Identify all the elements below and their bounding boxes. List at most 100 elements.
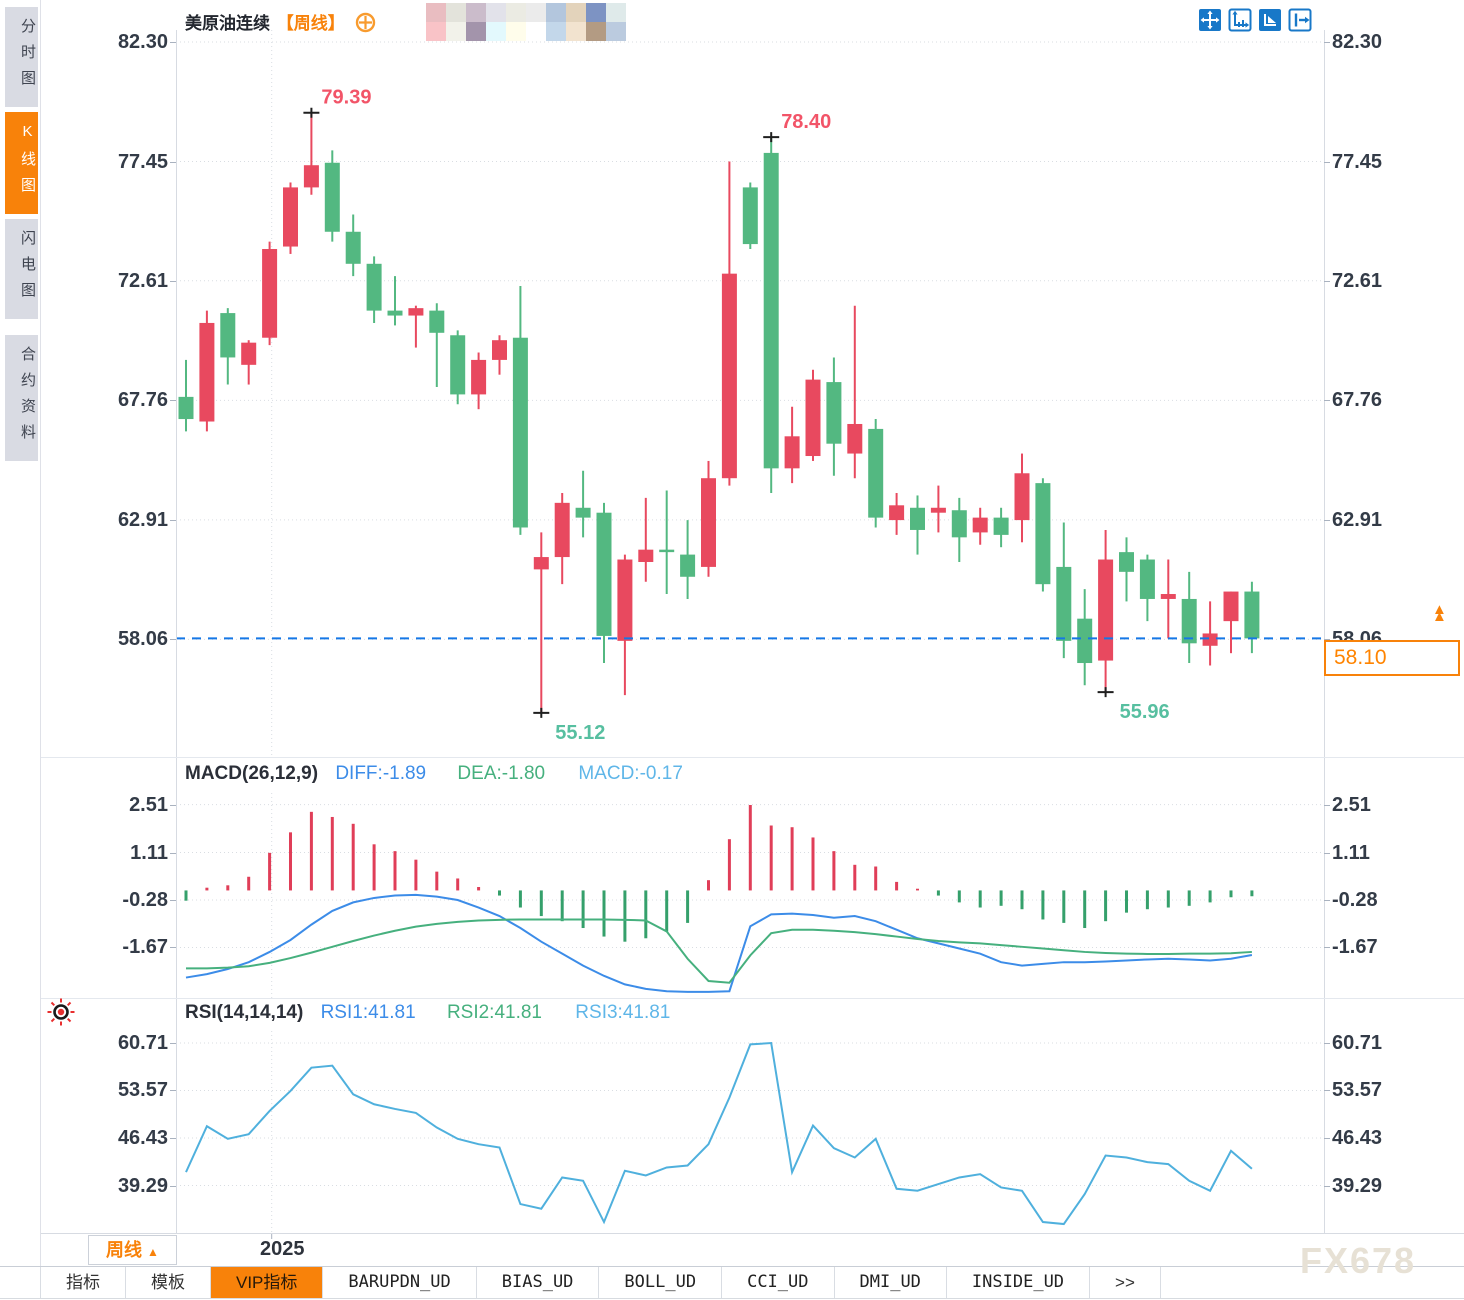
axis-tick	[1324, 804, 1330, 806]
tab-BOLL_UD[interactable]: BOLL_UD	[599, 1267, 723, 1298]
mosaic-cell	[486, 3, 506, 22]
x-axis-separator	[0, 1233, 1464, 1234]
rsi-panel	[185, 1042, 1253, 1226]
y-axis-label-left: 67.76	[117, 389, 168, 412]
price-annotation: 55.12	[555, 722, 605, 744]
tab-BIAS_UD[interactable]: BIAS_UD	[477, 1267, 600, 1298]
rsi-params: RSI(14,14,14)	[185, 1002, 304, 1023]
macd-axis-label-left: -0.28	[122, 889, 168, 911]
censored-block	[426, 3, 626, 41]
tab-DMI_UD[interactable]: DMI_UD	[835, 1267, 947, 1298]
price-annotation: 78.40	[781, 111, 831, 133]
axis-tick	[170, 639, 176, 641]
page-title: 美原油连续	[185, 14, 270, 33]
axis-tick	[170, 280, 176, 282]
axis-tick	[170, 1138, 176, 1139]
mosaic-cell	[486, 22, 506, 41]
y-axis-label-right: 67.76	[1332, 389, 1383, 412]
axis-tick	[1324, 639, 1330, 641]
sidebar-item-闪电图[interactable]: 闪电图	[5, 219, 38, 319]
rsi2-value: RSI2:41.81	[446, 1002, 543, 1023]
macd-axis-label-left: -1.67	[122, 936, 168, 959]
candlestick-panel	[178, 113, 1260, 712]
macd-diff-value: DIFF:-1.89	[335, 763, 427, 784]
rsi-axis-label-left: 60.71	[117, 1031, 168, 1054]
axis-tick	[1324, 947, 1330, 949]
up-triangle-icon: ▲	[147, 1245, 159, 1259]
axis-tick	[170, 852, 176, 854]
price-up-arrow-icon: ▲ ▲	[1432, 601, 1447, 625]
period-selector[interactable]: 周线 ▲	[88, 1235, 177, 1265]
axis-tick	[170, 519, 176, 521]
macd-macd-value: MACD:-0.17	[578, 763, 683, 784]
axis-tick	[1324, 1042, 1330, 1044]
tab-指标[interactable]: 指标	[40, 1267, 126, 1298]
price-annotation: 55.96	[1120, 701, 1170, 723]
collapse-right-icon[interactable]	[1288, 8, 1312, 32]
period-selector-label: 周线	[106, 1240, 143, 1260]
plot-left-border	[176, 30, 177, 1233]
tab-模板[interactable]: 模板	[126, 1267, 211, 1298]
rsi-axis-label-right: 39.29	[1332, 1174, 1383, 1197]
mosaic-cell	[506, 3, 526, 22]
axis-tick	[170, 1185, 176, 1187]
panel-separator-macd	[40, 757, 1464, 758]
axis-tick	[1324, 161, 1330, 163]
mosaic-cell	[466, 22, 486, 41]
mosaic-cell	[446, 22, 466, 41]
dea-line	[186, 918, 1252, 984]
macd-dea-value: DEA:-1.80	[457, 763, 546, 784]
macd-axis-label-left: 2.51	[129, 793, 168, 816]
rsi-axis-label-left: 53.57	[117, 1079, 168, 1102]
tab-INSIDE_UD[interactable]: INSIDE_UD	[947, 1267, 1091, 1298]
axis-tick	[170, 900, 176, 901]
axis-tick	[170, 1042, 176, 1044]
plus-circle-icon[interactable]	[355, 12, 376, 38]
axis-tick	[1324, 400, 1330, 402]
y-axis-label-right: 82.30	[1332, 31, 1383, 53]
tab-more[interactable]: >>	[1090, 1267, 1161, 1298]
axis-tick	[1324, 852, 1330, 854]
axis-tick	[170, 161, 176, 163]
tab-BARUPDN_UD[interactable]: BARUPDN_UD	[323, 1267, 477, 1298]
watermark: FX678	[1300, 1240, 1417, 1281]
indicator-tab-bar: 指标 模板 VIP指标 BARUPDN_UD BIAS_UD BOLL_UD CCI_UD D…	[0, 1266, 1464, 1299]
tab-CCI_UD[interactable]: CCI_UD	[722, 1267, 835, 1298]
mosaic-cell	[426, 22, 446, 41]
axis-tick	[1324, 900, 1330, 901]
axis-scale-icon[interactable]	[1228, 8, 1252, 32]
mosaic-cell	[446, 3, 466, 22]
rsi-header: RSI(14,14,14) RSI1:41.81 RSI2:41.81 RSI3…	[185, 1002, 670, 1024]
plot-right-border	[1324, 30, 1325, 1233]
y-axis-label-left: 62.91	[117, 508, 168, 531]
grid-layer	[176, 30, 1324, 1239]
sidebar-item-active-K线图[interactable]: K线图	[5, 112, 38, 214]
rsi-axis-label-left: 46.43	[117, 1127, 168, 1149]
sidebar-item-分时图[interactable]: 分时图	[5, 7, 38, 107]
macd-axis-label-right: -1.67	[1332, 936, 1378, 959]
mosaic-cell	[546, 3, 566, 22]
axis-tick	[170, 42, 176, 43]
mosaic-cell	[586, 3, 606, 22]
mosaic-cell	[566, 22, 586, 41]
rsi3-value: RSI3:41.81	[575, 1002, 671, 1023]
axis-tick	[1324, 280, 1330, 282]
axis-tick	[1324, 519, 1330, 521]
macd-axis-label-right: 1.11	[1332, 841, 1370, 864]
mosaic-cell	[546, 22, 566, 41]
macd-header: MACD(26,12,9) DIFF:-1.89 DEA:-1.80 MACD:…	[185, 763, 683, 785]
chart-toolbar	[1198, 8, 1312, 32]
mosaic-cell	[526, 22, 546, 41]
x-axis-year-label: 2025	[260, 1238, 305, 1260]
crosshair-pan-icon[interactable]	[1198, 8, 1222, 32]
last-price-tag: 58.10	[1324, 640, 1460, 676]
axis-tick	[170, 1090, 176, 1092]
panel-separator-rsi	[40, 998, 1464, 999]
mosaic-cell	[586, 22, 606, 41]
sidebar-item-合约资料[interactable]: 合约资料	[5, 335, 38, 461]
axis-pointer-icon[interactable]	[1258, 8, 1282, 32]
y-axis-label-left: 77.45	[117, 150, 168, 173]
tab-VIP指标[interactable]: VIP指标	[211, 1267, 324, 1298]
axis-tick	[1324, 42, 1330, 43]
